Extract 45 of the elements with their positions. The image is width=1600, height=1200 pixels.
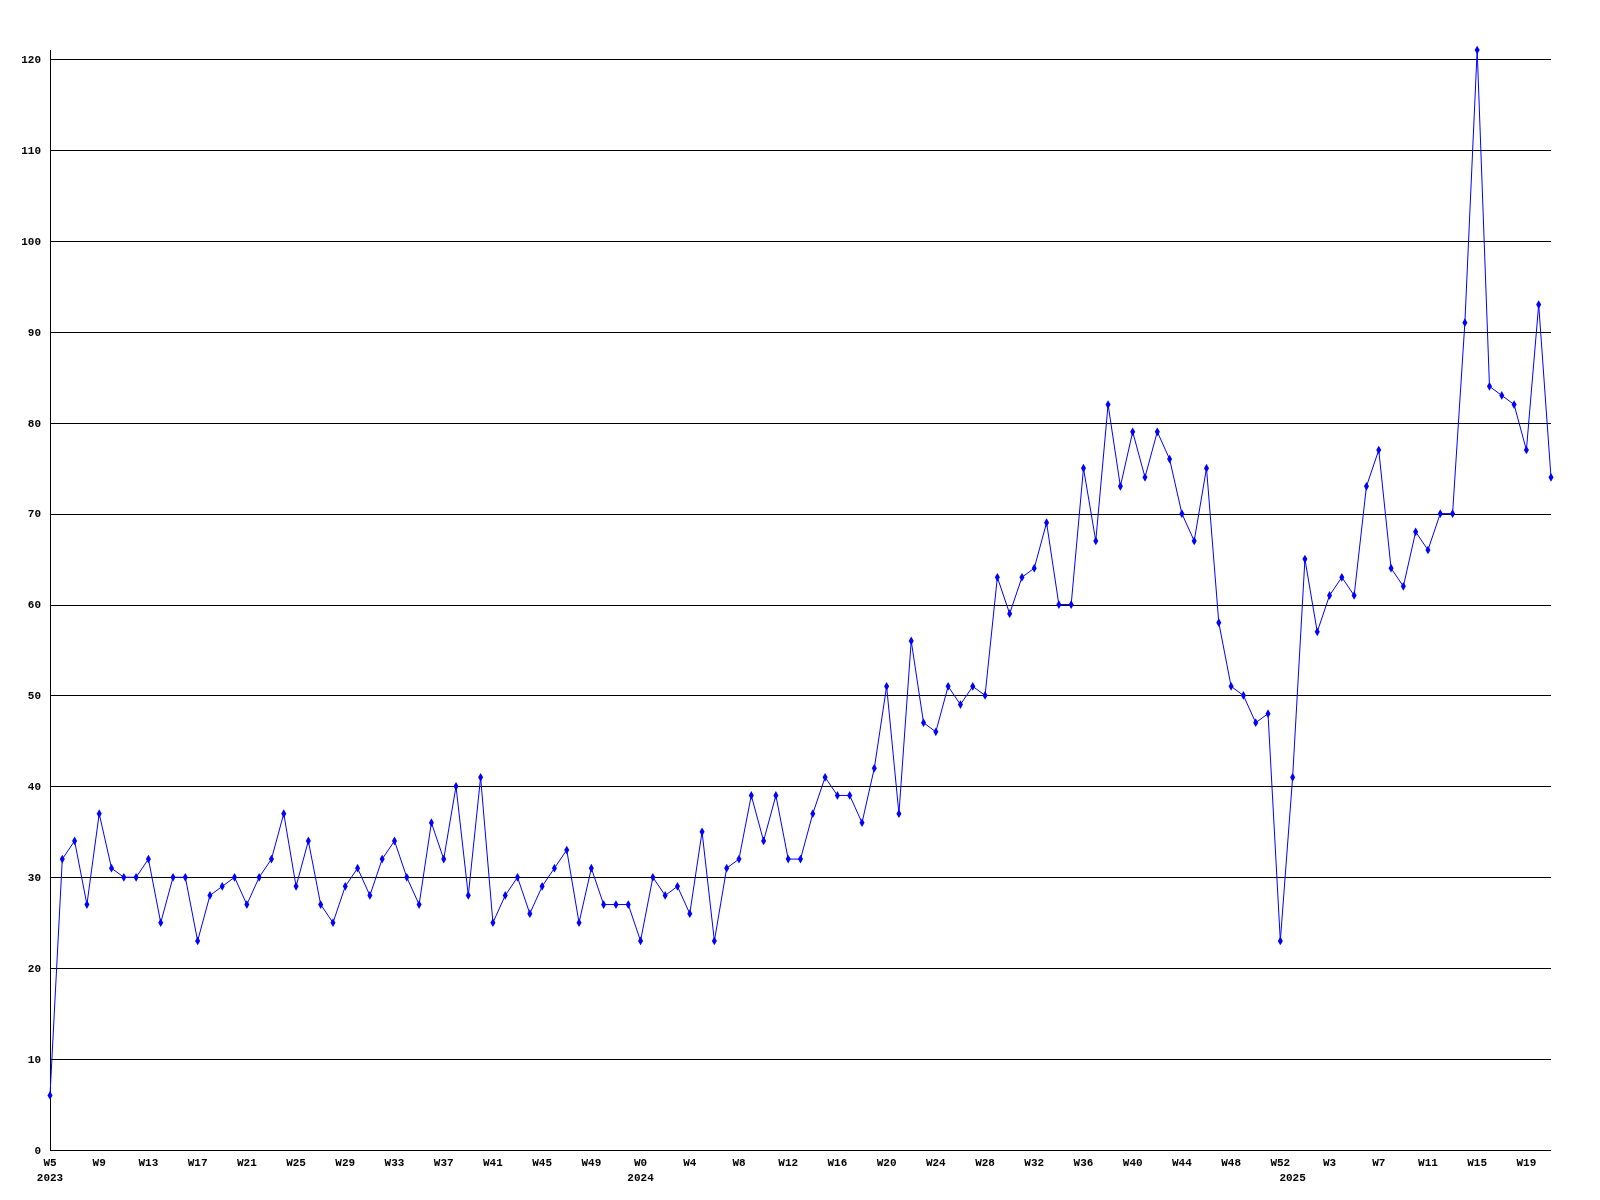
y-tick-label: 30 [27,872,41,885]
x-tick-label: W45 [532,1157,553,1169]
x-tick-label: W3 [1322,1157,1337,1169]
x-tick-label: W12 [778,1157,799,1169]
x-tick-label: W32 [1024,1157,1045,1169]
y-tick-label: 70 [27,508,41,521]
y-tick-label: 100 [21,235,41,248]
y-tick-label: 60 [27,599,41,612]
x-tick-label: W0 2024 [627,1157,655,1184]
x-tick-label: W48 [1221,1157,1242,1169]
y-tick-label: 40 [27,781,41,794]
x-tick-label: W20 [876,1157,897,1169]
x-tick-label: W7 [1372,1157,1386,1169]
x-tick-label: W17 [187,1157,208,1169]
x-tick-label: W25 [286,1157,307,1169]
x-tick-label: W33 [384,1157,405,1169]
x-tick-label: W37 [433,1157,454,1169]
y-tick-label: 120 [21,53,41,66]
x-tick-label: W16 [827,1157,848,1169]
x-tick-label: W13 [138,1157,159,1169]
x-tick-label: W8 [732,1157,746,1169]
x-tick-label: W29 [335,1157,356,1169]
x-tick-label: W9 [92,1157,106,1169]
x-tick-label: W11 [1418,1157,1439,1169]
y-tick-label: 50 [27,690,41,703]
x-tick-label: W19 [1516,1157,1537,1169]
x-tick-label: W36 [1073,1157,1094,1169]
x-tick-label: W24 [925,1157,947,1169]
x-tick-label: 2025 [1279,1172,1307,1184]
x-tick-label: W15 [1467,1157,1488,1169]
x-tick-label: W41 [483,1157,504,1169]
y-tick-label: 90 [27,326,41,339]
y-tick-label: 110 [21,144,41,157]
x-tick-label: W4 [683,1157,697,1169]
x-tick-label: W21 [236,1157,258,1169]
y-tick-label: 20 [27,963,41,976]
y-tick-label: 80 [27,417,41,430]
x-tick-label: W52 [1270,1157,1291,1169]
x-tick-label: W44 [1172,1157,1193,1169]
y-tick-label: 0 [34,1144,41,1157]
x-tick-label: W40 [1122,1157,1143,1169]
x-tick-label: W28 [975,1157,996,1169]
x-tick-label: W49 [581,1157,602,1169]
y-tick-label: 10 [27,1053,41,1066]
x-tick-label: W5 2023 [36,1157,64,1184]
